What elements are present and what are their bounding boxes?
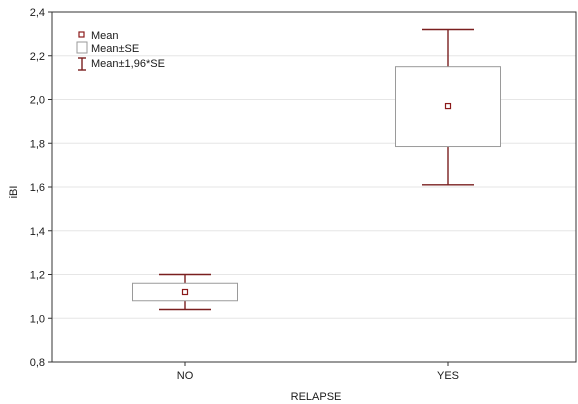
mean-marker xyxy=(444,102,452,110)
y-tick-label: 1,6 xyxy=(30,182,45,194)
legend-label-ci: Mean±1,96*SE xyxy=(91,58,165,70)
axis-layer: 0,8 1,0 1,2 1,4 1,6 1,8 2,0 2,2 2,4 NO YES xyxy=(30,7,577,382)
x-tick-label: NO xyxy=(177,370,194,382)
y-tick-label: 1,8 xyxy=(30,138,45,150)
data-layer xyxy=(132,28,501,311)
legend: Mean Mean±SE Mean±1,96*SE xyxy=(76,30,165,71)
legend-mean-icon xyxy=(78,31,85,38)
legend-ci-icon xyxy=(78,57,86,71)
x-axis-title: RELAPSE xyxy=(291,391,342,403)
box-group-no xyxy=(132,273,238,311)
legend-label-se: Mean±SE xyxy=(91,43,139,55)
legend-se-icon xyxy=(76,41,88,54)
mean-marker xyxy=(181,288,189,296)
legend-label-mean: Mean xyxy=(91,30,119,42)
y-tick-label: 2,0 xyxy=(30,95,45,107)
y-tick-label: 1,2 xyxy=(30,270,45,282)
box-group-yes xyxy=(395,28,501,186)
y-axis-title: iBI xyxy=(8,186,20,199)
y-tick-label: 2,4 xyxy=(30,7,45,19)
y-tick-label: 1,4 xyxy=(30,226,45,238)
x-tick-label: YES xyxy=(437,370,459,382)
y-tick-label: 1,0 xyxy=(30,313,45,325)
y-tick-label: 0,8 xyxy=(30,357,45,369)
y-tick-label: 2,2 xyxy=(30,51,45,63)
plot-frame xyxy=(51,11,577,363)
